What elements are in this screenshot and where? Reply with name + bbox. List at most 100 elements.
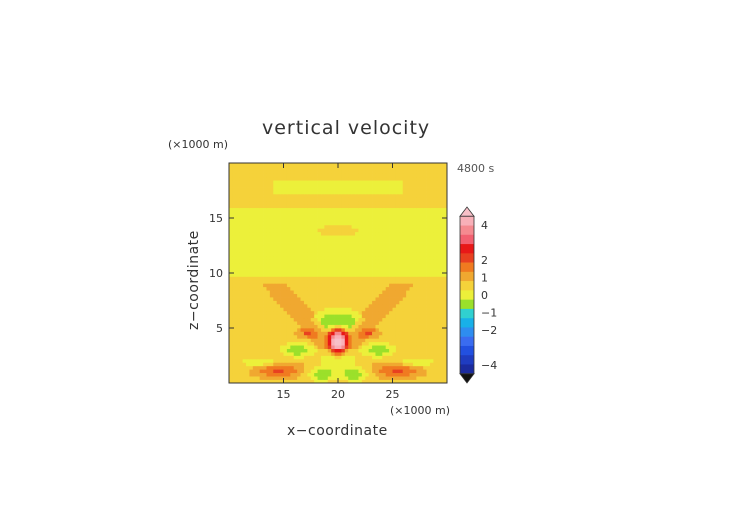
contour-cell [365, 262, 370, 267]
contour-cell [426, 200, 431, 205]
contour-cell [433, 328, 438, 332]
contour-cell [423, 214, 427, 219]
contour-cell [320, 176, 325, 181]
contour-cell [249, 166, 254, 171]
contour-cell [232, 314, 237, 319]
contour-cell [324, 279, 329, 284]
contour-cell [232, 307, 237, 312]
contour-cell [382, 259, 387, 264]
contour-cell [273, 173, 278, 178]
contour-cell [266, 352, 271, 356]
contour-cell [423, 283, 427, 288]
contour-cell [406, 276, 410, 281]
contour-cell [269, 245, 274, 250]
contour-cell [399, 173, 404, 178]
contour-cell [440, 348, 444, 353]
contour-cell [300, 321, 305, 325]
contour-cell [273, 328, 278, 332]
contour-cell [341, 255, 346, 260]
contour-cell [252, 231, 257, 236]
contour-cell [303, 166, 308, 171]
contour-cell [378, 269, 383, 274]
contour-cell [426, 190, 431, 195]
contour-cell [269, 331, 274, 336]
contour-cell [327, 242, 332, 246]
contour-cell [310, 362, 315, 367]
contour-cell [317, 362, 322, 367]
contour-cell [423, 252, 427, 257]
contour-cell [433, 276, 438, 281]
contour-cell [338, 297, 342, 301]
contour-cell [385, 214, 390, 219]
contour-cell [440, 338, 444, 343]
contour-cell [426, 173, 431, 178]
contour-cell [419, 283, 424, 288]
contour-cell [344, 338, 349, 343]
contour-cell [293, 358, 298, 363]
contour-cell [317, 163, 322, 167]
contour-cell [399, 379, 404, 384]
contour-cell [382, 283, 387, 288]
contour-cell [320, 231, 325, 236]
contour-cell [293, 290, 298, 294]
contour-cell [256, 379, 261, 384]
contour-cell [429, 348, 434, 353]
contour-cell [440, 358, 444, 363]
contour-cell [283, 279, 288, 284]
contour-cell [286, 193, 291, 198]
contour-cell [317, 197, 322, 202]
contour-cell [276, 372, 281, 377]
contour-cell [395, 321, 400, 325]
contour-cell [266, 197, 271, 202]
contour-cell [307, 252, 312, 257]
contour-cell [358, 376, 363, 380]
contour-cell [310, 187, 315, 191]
contour-cell [307, 317, 312, 322]
contour-cell [249, 307, 254, 312]
contour-cell [273, 218, 278, 222]
contour-cell [252, 238, 257, 243]
contour-cell [355, 266, 359, 270]
contour-cell [273, 290, 278, 294]
contour-cell [419, 324, 424, 329]
contour-cell [385, 190, 390, 195]
contour-cell [389, 266, 393, 270]
contour-cell [358, 293, 363, 298]
contour-cell [368, 245, 373, 250]
contour-cell [358, 169, 363, 174]
contour-cell [385, 187, 390, 191]
contour-cell [269, 362, 274, 367]
contour-cell [426, 279, 431, 284]
contour-cell [426, 231, 431, 236]
contour-cell [324, 166, 329, 171]
contour-cell [269, 334, 274, 339]
contour-cell [242, 314, 247, 319]
contour-cell [344, 317, 349, 322]
contour-cell [239, 180, 243, 184]
contour-cell [351, 348, 356, 353]
contour-cell [385, 242, 390, 246]
contour-cell [378, 314, 383, 319]
contour-cell [283, 307, 288, 312]
y-tick-label: 15 [209, 212, 223, 225]
contour-cell [399, 328, 404, 332]
contour-cell [341, 173, 346, 178]
contour-cell [348, 290, 352, 294]
contour-cell [263, 355, 267, 360]
contour-cell [433, 169, 438, 174]
contour-cell [259, 286, 264, 291]
contour-cell [300, 266, 305, 270]
contour-cell [310, 376, 315, 380]
contour-cell [426, 338, 431, 343]
contour-cell [229, 207, 233, 212]
contour-cell [399, 197, 404, 202]
contour-cell [385, 334, 390, 339]
contour-cell [443, 193, 448, 198]
contour-cell [436, 269, 441, 274]
contour-cell [263, 365, 267, 370]
contour-cell [286, 372, 291, 377]
contour-cell [426, 163, 431, 167]
contour-cell [443, 283, 448, 288]
y-tick-label: 10 [209, 267, 223, 280]
contour-cell [324, 255, 329, 260]
